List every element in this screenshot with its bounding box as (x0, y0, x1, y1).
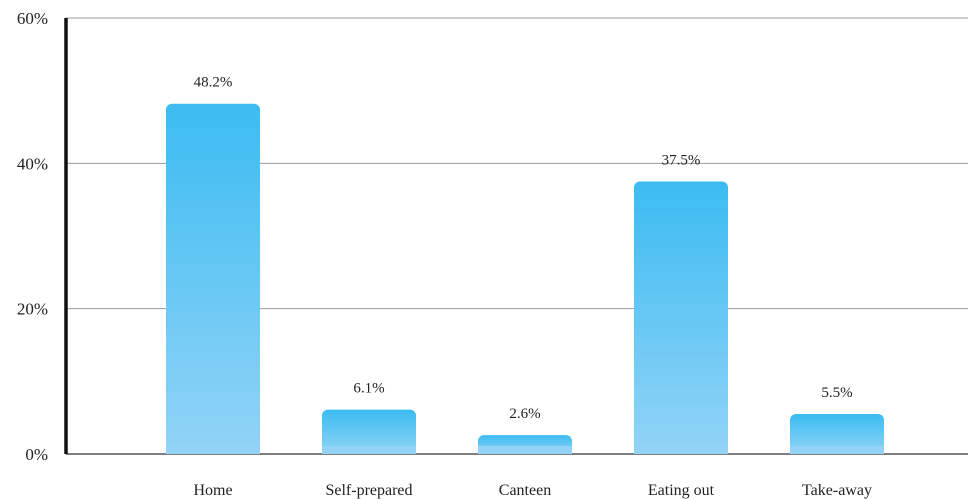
bar-self-prepared (322, 409, 416, 454)
x-category-label: Eating out (648, 482, 715, 499)
bar-eating-out (634, 181, 728, 454)
data-label: 2.6% (509, 406, 540, 422)
data-label: 37.5% (662, 153, 701, 169)
bar-take-away (790, 414, 884, 454)
bars (166, 103, 884, 454)
x-category-label: Canteen (499, 482, 551, 499)
y-tick-label: 20% (17, 300, 48, 319)
data-labels: 48.2% 6.1% 2.6% 37.5% 5.5% (194, 75, 853, 422)
bar-base (322, 446, 416, 454)
x-category-label: Take-away (802, 482, 872, 499)
bar-base (166, 446, 260, 454)
y-tick-label: 0% (25, 445, 48, 464)
data-label: 48.2% (194, 75, 233, 91)
x-category-label: Home (193, 482, 232, 499)
bar-base (478, 446, 572, 454)
x-axis-categories: Home Self-prepared Canteen Eating out Take-a… (193, 482, 872, 499)
data-label: 5.5% (821, 385, 852, 401)
y-tick-label: 40% (17, 154, 48, 173)
y-tick-label: 60% (17, 9, 48, 28)
y-axis-ticks: 0% 20% 40% 60% (17, 9, 48, 464)
bar-base (634, 446, 728, 454)
bar-home (166, 103, 260, 454)
x-category-label: Self-prepared (325, 482, 412, 499)
data-label: 6.1% (353, 381, 384, 397)
bar-base (790, 446, 884, 454)
